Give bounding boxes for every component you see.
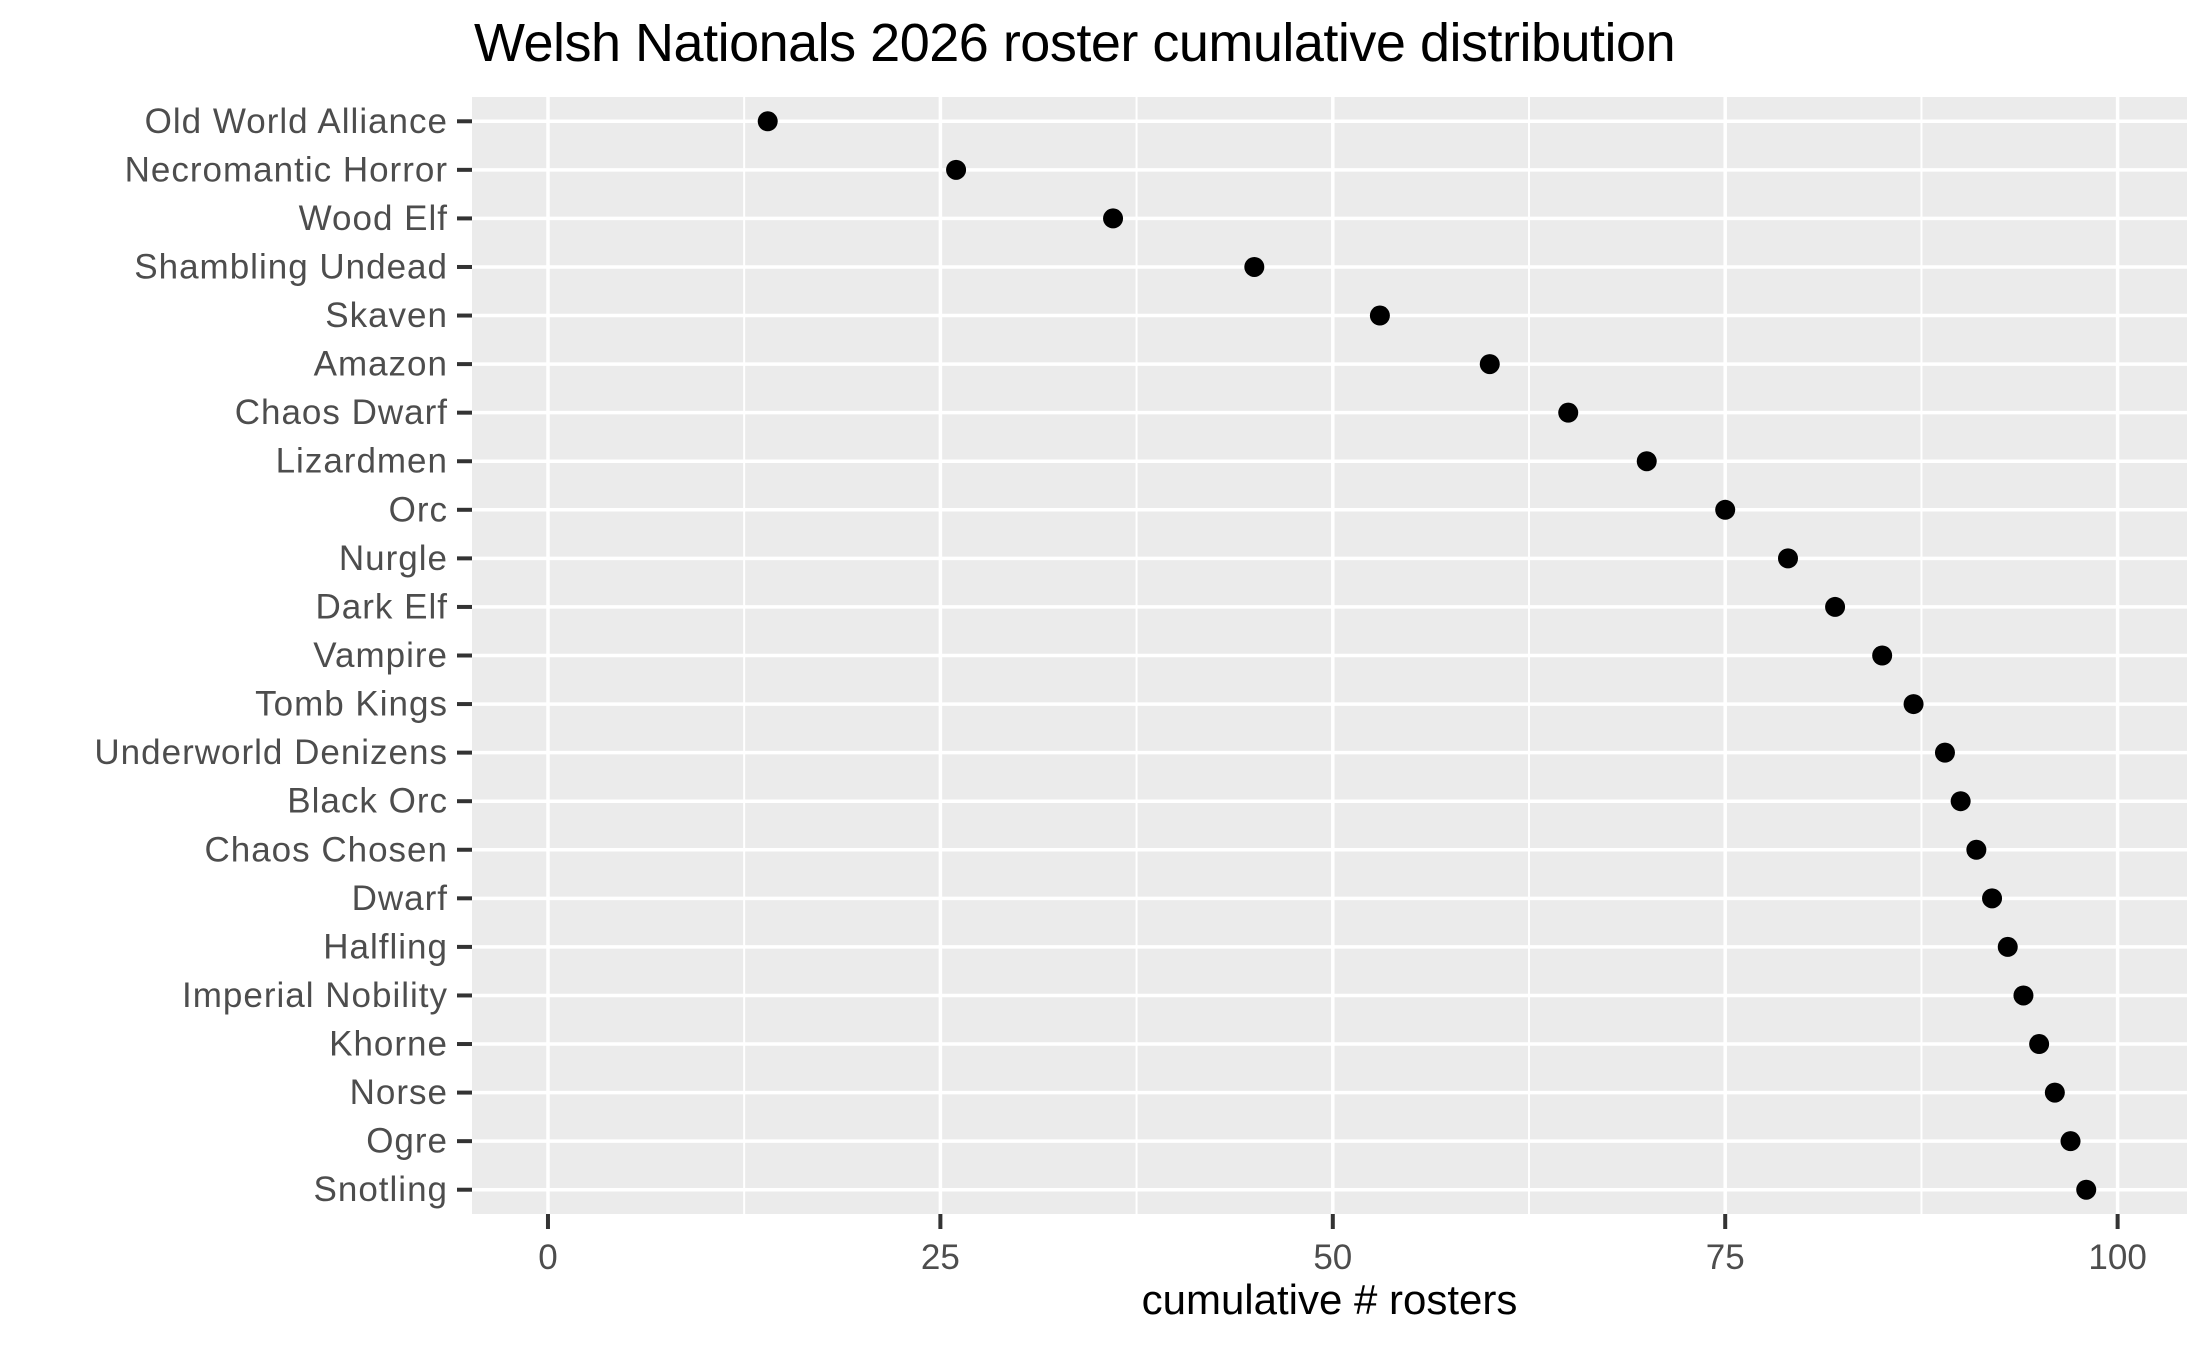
y-axis-label: Norse <box>350 1073 448 1112</box>
data-point <box>1244 256 1265 277</box>
y-axis-label: Lizardmen <box>276 442 448 481</box>
y-axis-label: Ogre <box>366 1122 448 1161</box>
data-point <box>757 111 778 132</box>
data-point <box>1558 402 1579 423</box>
y-axis-label: Shambling Undead <box>134 247 448 286</box>
x-tick-label: 50 <box>1313 1238 1352 1277</box>
y-axis-label: Underworld Denizens <box>94 733 448 772</box>
data-point <box>1715 499 1736 520</box>
y-axis-label: Dwarf <box>352 879 448 918</box>
data-point <box>1950 791 1971 812</box>
x-tick-label: 25 <box>921 1238 960 1277</box>
y-axis-label: Orc <box>389 490 448 529</box>
y-axis-label: Old World Alliance <box>145 102 448 141</box>
data-point <box>2029 1034 2050 1055</box>
data-point <box>1103 208 1124 229</box>
y-axis-label: Dark Elf <box>316 587 448 626</box>
data-point <box>1777 548 1798 569</box>
y-axis-label: Necromantic Horror <box>125 150 448 189</box>
x-tick-label: 100 <box>2088 1238 2146 1277</box>
data-point <box>1636 451 1657 472</box>
data-point <box>1825 596 1846 617</box>
y-axis-label: Chaos Chosen <box>204 830 448 869</box>
y-axis-label: Khorne <box>329 1025 448 1064</box>
y-axis-label: Amazon <box>314 345 448 384</box>
y-axis-label: Black Orc <box>287 782 448 821</box>
y-axis-label: Tomb Kings <box>255 685 448 724</box>
data-point <box>2013 985 2034 1006</box>
data-point <box>1966 839 1987 860</box>
data-point <box>2044 1082 2065 1103</box>
x-axis-title: cumulative # rosters <box>1141 1276 1518 1323</box>
y-axis-label: Imperial Nobility <box>182 976 448 1015</box>
y-axis-label: Nurgle <box>339 539 448 578</box>
data-point <box>2060 1131 2081 1152</box>
data-point <box>1934 742 1955 763</box>
data-point <box>1903 694 1924 715</box>
x-tick-label: 0 <box>538 1238 557 1277</box>
y-axis-label: Halfling <box>323 927 448 966</box>
data-point <box>1369 305 1390 326</box>
y-axis-label: Chaos Dwarf <box>235 393 448 432</box>
data-point <box>1982 888 2003 909</box>
data-point <box>1479 354 1500 375</box>
x-tick-label: 75 <box>1706 1238 1745 1277</box>
y-axis-label: Wood Elf <box>299 199 448 238</box>
chart-title: Welsh Nationals 2026 roster cumulative d… <box>474 13 1676 73</box>
data-point <box>1997 936 2018 957</box>
y-axis-label: Snotling <box>314 1170 448 1209</box>
data-point <box>1872 645 1893 666</box>
data-point <box>946 159 967 180</box>
data-point <box>2076 1179 2097 1200</box>
y-axis-label: Vampire <box>313 636 448 675</box>
y-axis-label: Skaven <box>325 296 448 335</box>
